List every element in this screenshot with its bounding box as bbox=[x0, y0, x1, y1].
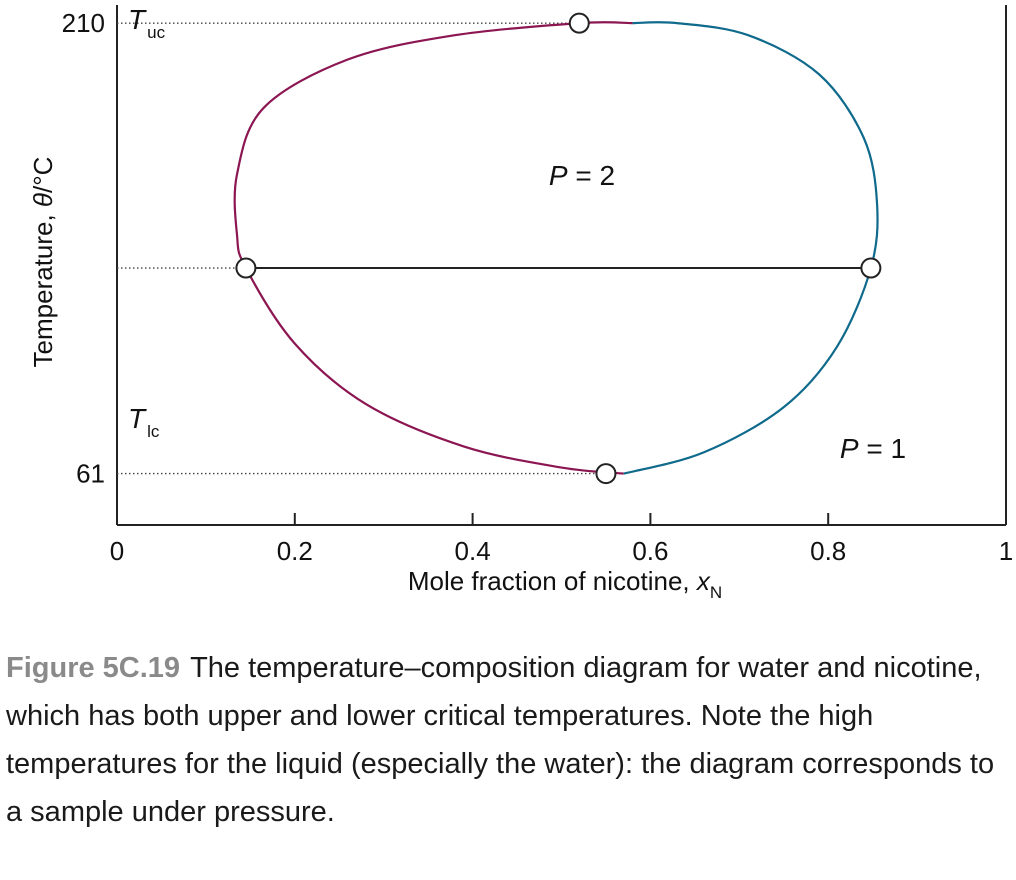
y-axis-title: Temperature, θ/°C bbox=[28, 157, 58, 368]
y-axis-symbol: θ bbox=[28, 193, 58, 207]
y-tick-label: 61 bbox=[76, 459, 105, 489]
x-axis-title: Mole fraction of nicotine, xN bbox=[408, 566, 722, 602]
region-one-phase-text: = 1 bbox=[859, 433, 906, 464]
figure-caption: Figure 5C.19 The temperature–composition … bbox=[6, 644, 1006, 836]
x-tick-label: 0.8 bbox=[810, 536, 846, 566]
x-tick-label: 0.6 bbox=[632, 536, 668, 566]
x-tick-label: 0.2 bbox=[277, 536, 313, 566]
x-tick-label: 1 bbox=[999, 536, 1013, 566]
point-marker bbox=[595, 463, 617, 485]
region-one-phase-symbol: P bbox=[840, 433, 859, 464]
figure-caption-text: The temperature–composition diagram for … bbox=[6, 652, 995, 828]
x-tick-label: 0 bbox=[110, 536, 124, 566]
region-two-phase-text: = 2 bbox=[568, 160, 615, 191]
y-axis-unit: /°C bbox=[28, 157, 58, 193]
point-marker bbox=[860, 257, 882, 279]
figure-label: Figure 5C.19 bbox=[6, 652, 181, 684]
lower-critical-symbol: T bbox=[128, 403, 147, 434]
y-tick-label: 210 bbox=[62, 8, 105, 38]
lower-critical-subscript: lc bbox=[147, 422, 160, 441]
x-axis-title-text: Mole fraction of nicotine, bbox=[408, 566, 697, 596]
region-two-phase-symbol: P bbox=[549, 160, 568, 191]
phase-diagram-chart: 0 0.2 0.4 0.6 0.8 1 61 210 Mole fraction of nic… bbox=[28, 4, 1013, 602]
x-axis-symbol: x bbox=[695, 566, 711, 596]
x-tick-label: 0.4 bbox=[455, 536, 491, 566]
point-marker bbox=[235, 257, 257, 279]
region-label-one-phase: P = 1 bbox=[840, 433, 906, 464]
upper-critical-subscript: uc bbox=[147, 23, 165, 42]
region-label-two-phase: P = 2 bbox=[549, 160, 615, 191]
coexistence-curve-water-rich bbox=[233, 21, 633, 475]
x-axis-subscript: N bbox=[710, 583, 722, 602]
y-axis-title-text: Temperature, bbox=[28, 207, 58, 367]
point-marker bbox=[568, 12, 590, 34]
coexistence-curve-nicotine-rich bbox=[623, 21, 879, 475]
upper-critical-symbol: T bbox=[128, 4, 147, 35]
